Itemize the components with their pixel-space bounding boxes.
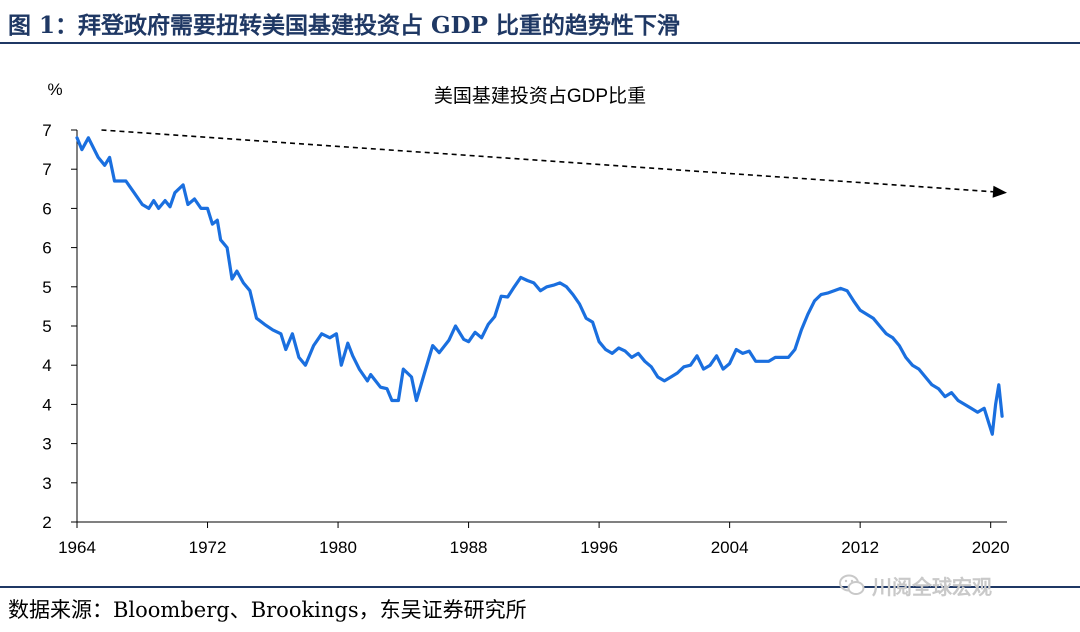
y-tick-label: 5 <box>42 317 51 336</box>
trend-arrow-head <box>992 185 1007 198</box>
wechat-icon <box>839 574 865 595</box>
x-tick-label: 1988 <box>450 538 488 557</box>
x-tick-label: 1980 <box>319 538 357 557</box>
axes <box>76 130 1007 523</box>
y-tick-label: 3 <box>42 435 51 454</box>
y-tick-label: 7 <box>42 121 51 140</box>
trend-arrow-line <box>101 129 994 193</box>
y-tick-label: 2 <box>42 513 51 532</box>
figure-title: 图 1：拜登政府需要扭转美国基建投资占 GDP 比重的趋势性下滑 <box>8 12 680 39</box>
y-tick-label: 6 <box>42 239 51 258</box>
y-tick-label: 6 <box>42 199 51 218</box>
watermark: 川阅全球宏观 <box>838 570 1050 600</box>
chart-title: 美国基建投资占GDP比重 <box>434 85 646 107</box>
y-axis-ticks: 2 3 3 4 4 5 5 6 6 7 7 <box>42 121 77 532</box>
x-tick-label: 1996 <box>580 538 618 557</box>
x-tick-label: 2020 <box>972 538 1010 557</box>
series-line <box>75 136 1004 436</box>
source-note: 数据来源：Bloomberg、Brookings，东吴证券研究所 <box>8 598 527 622</box>
y-tick-label: 3 <box>42 474 51 493</box>
trend-arrow <box>101 129 1007 198</box>
bottom-rule <box>0 586 1080 588</box>
y-axis-unit-label: % <box>47 80 62 99</box>
y-tick-label: 7 <box>42 160 51 179</box>
x-tick-label: 1964 <box>58 538 96 557</box>
x-tick-label: 2004 <box>711 538 749 557</box>
x-axis-ticks: 1964 1972 1980 1988 1996 2004 2012 2020 <box>58 522 1010 557</box>
x-tick-label: 2012 <box>841 538 879 557</box>
y-tick-label: 5 <box>42 278 51 297</box>
x-tick-label: 1972 <box>189 538 227 557</box>
top-rule <box>0 42 1080 44</box>
y-tick-label: 4 <box>42 356 51 375</box>
y-tick-label: 4 <box>42 395 51 414</box>
series-group <box>75 136 1004 436</box>
watermark-text: 川阅全球宏观 <box>872 574 992 599</box>
